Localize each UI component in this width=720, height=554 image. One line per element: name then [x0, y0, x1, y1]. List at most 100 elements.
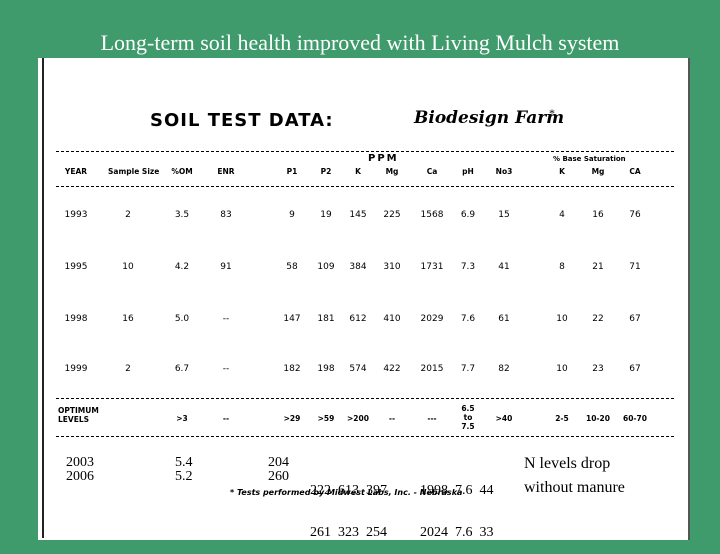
- table-cell: 10: [556, 314, 568, 324]
- table-cell: 71: [629, 262, 641, 272]
- column-header: CA: [629, 167, 641, 176]
- column-header: Mg: [591, 167, 605, 176]
- table-cell: --: [222, 364, 230, 374]
- scan-edge-right: [688, 58, 690, 540]
- column-header: Ca: [426, 167, 438, 176]
- nitrogen-note: N levels drop without manure: [524, 452, 625, 500]
- added-om: 5.4 5.2: [175, 455, 193, 484]
- table-cell: 3.5: [174, 210, 190, 220]
- table-cell: 58: [286, 262, 298, 272]
- table-cell: 147: [283, 314, 301, 324]
- table-cell: 4.2: [174, 262, 190, 272]
- lab-footnote: * Tests performed by Midwest Labs, Inc. …: [230, 488, 463, 497]
- table-cell: 9: [289, 210, 295, 220]
- added-ca-ph-no3: 1998 7.6 44 2024 7.6 33: [420, 483, 494, 540]
- table-cell: 67: [629, 314, 641, 324]
- table-cell: 225: [383, 210, 401, 220]
- table-cell: 109: [317, 262, 335, 272]
- table-cell: 61: [498, 314, 510, 324]
- optimum-cell: --: [222, 414, 230, 423]
- table-cell: 145: [349, 210, 367, 220]
- table-cell: 612: [349, 314, 367, 324]
- optimum-cell: 10-20: [586, 414, 610, 423]
- table-cell: 1999: [64, 364, 88, 374]
- farm-name: Biodesign Farm: [414, 108, 565, 128]
- optimum-cell: >29: [283, 414, 301, 423]
- farm-footnote-mark: *: [549, 106, 555, 120]
- table-cell: --: [222, 314, 230, 324]
- column-header: No3: [495, 167, 513, 176]
- column-header: Mg: [385, 167, 399, 176]
- table-cell: 7.3: [460, 262, 476, 272]
- table-cell: 10: [556, 364, 568, 374]
- table-cell: 91: [220, 262, 232, 272]
- table-cell: 181: [317, 314, 335, 324]
- optimum-cell: 6.5: [461, 404, 475, 413]
- table-cell: 410: [383, 314, 401, 324]
- ppm-label: PPM: [368, 153, 399, 164]
- table-cell: 16: [122, 314, 134, 324]
- optimum-cell: ---: [427, 414, 437, 423]
- base-saturation-label: % Base Saturation: [553, 155, 626, 163]
- table-cell: 83: [220, 210, 232, 220]
- table-cell: 2: [125, 210, 131, 220]
- table-cell: 422: [383, 364, 401, 374]
- slide-title: Long-term soil health improved with Livi…: [100, 30, 620, 55]
- table-cell: 1998: [64, 314, 88, 324]
- divider-bottom: [56, 436, 674, 437]
- table-cell: 41: [498, 262, 510, 272]
- table-cell: 8: [559, 262, 565, 272]
- table-cell: 82: [498, 364, 510, 374]
- added-p1: 204 260: [268, 455, 289, 484]
- divider-optimum: [56, 398, 674, 399]
- column-header: %OM: [171, 167, 193, 176]
- table-cell: 6.9: [460, 210, 476, 220]
- table-cell: 21: [592, 262, 604, 272]
- table-cell: 7.7: [460, 364, 476, 374]
- optimum-cell: >40: [495, 414, 513, 423]
- optimum-cell: >3: [176, 414, 188, 423]
- table-cell: 2029: [420, 314, 444, 324]
- column-header: ENR: [217, 167, 235, 176]
- optimum-cell: 7.5: [461, 422, 475, 431]
- optimum-label: OPTIMUM LEVELS: [58, 406, 99, 424]
- column-header: P2: [320, 167, 332, 176]
- table-title: SOIL TEST DATA:: [150, 110, 334, 131]
- column-header: P1: [286, 167, 298, 176]
- table-cell: 15: [498, 210, 510, 220]
- optimum-cell: 60-70: [623, 414, 647, 423]
- added-years: 2003 2006: [66, 455, 94, 484]
- table-cell: 384: [349, 262, 367, 272]
- table-cell: 1995: [64, 262, 88, 272]
- column-header: pH: [462, 167, 474, 176]
- table-cell: 2015: [420, 364, 444, 374]
- table-cell: 574: [349, 364, 367, 374]
- added-p2-k-mg: 222 613 397 261 323 254: [310, 483, 387, 540]
- table-cell: 10: [122, 262, 134, 272]
- table-cell: 4: [559, 210, 565, 220]
- optimum-cell: 2-5: [555, 414, 569, 423]
- table-cell: 1568: [420, 210, 444, 220]
- table-cell: 76: [629, 210, 641, 220]
- scanned-soil-table: SOIL TEST DATA: Biodesign Farm * PPM % B…: [38, 58, 690, 540]
- optimum-cell: >59: [317, 414, 335, 423]
- table-cell: 198: [317, 364, 335, 374]
- table-cell: 1993: [64, 210, 88, 220]
- table-cell: 7.6: [460, 314, 476, 324]
- optimum-cell: >200: [347, 414, 369, 423]
- table-cell: 16: [592, 210, 604, 220]
- table-cell: 182: [283, 364, 301, 374]
- table-cell: 6.7: [174, 364, 190, 374]
- table-cell: 310: [383, 262, 401, 272]
- table-cell: 5.0: [174, 314, 190, 324]
- table-cell: 2: [125, 364, 131, 374]
- column-header: YEAR: [64, 167, 88, 176]
- scan-edge-left: [42, 58, 44, 538]
- column-header: K: [559, 167, 565, 176]
- table-cell: 23: [592, 364, 604, 374]
- optimum-cell: --: [388, 414, 396, 423]
- divider-header: [56, 186, 674, 187]
- optimum-cell: to: [463, 413, 473, 422]
- divider-top: [56, 151, 674, 152]
- table-cell: 19: [320, 210, 332, 220]
